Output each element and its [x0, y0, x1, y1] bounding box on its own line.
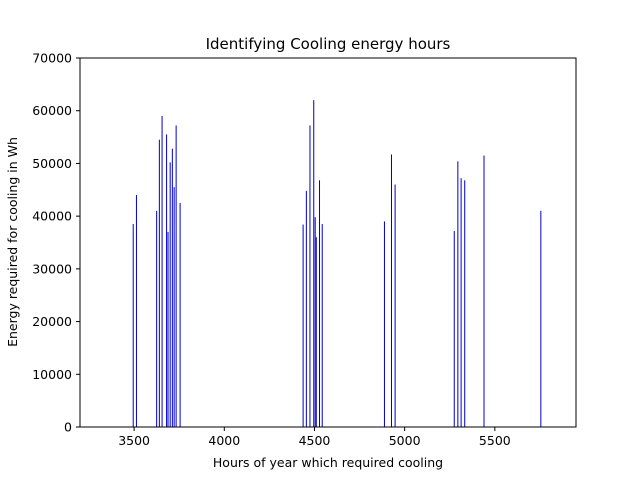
- bar: [161, 115, 163, 428]
- bar: [314, 217, 316, 427]
- bar: [464, 180, 466, 427]
- bar: [315, 237, 317, 427]
- y-axis: 0 10000 20000 30000 40000 50000 60000 70000: [32, 51, 80, 435]
- bar: [540, 210, 542, 427]
- bar: [302, 224, 304, 427]
- bar: [135, 195, 137, 427]
- bars-group: [132, 100, 542, 428]
- y-tick-label: 40000: [32, 209, 72, 224]
- bar: [173, 187, 175, 427]
- x-tick-label: 5500: [479, 433, 511, 448]
- bar: [383, 221, 385, 427]
- bar: [313, 100, 315, 428]
- bar: [169, 162, 171, 427]
- bar: [394, 184, 396, 427]
- bar: [175, 125, 177, 427]
- bar: [167, 231, 169, 427]
- bar: [179, 202, 181, 427]
- y-tick-label: 20000: [32, 314, 72, 329]
- bar: [453, 230, 455, 427]
- y-tick-label: 0: [64, 420, 72, 435]
- bar: [390, 154, 392, 427]
- y-tick-label: 10000: [32, 367, 72, 382]
- y-tick-label: 50000: [32, 156, 72, 171]
- bar: [319, 180, 321, 427]
- x-tick-label: 5000: [389, 433, 421, 448]
- bar: [483, 155, 485, 427]
- bar: [305, 190, 307, 427]
- y-tick-label: 60000: [32, 103, 72, 118]
- y-tick-label: 30000: [32, 261, 72, 276]
- y-tick-label: 70000: [32, 51, 72, 66]
- bar: [166, 134, 168, 427]
- bar: [132, 224, 134, 427]
- bar: [460, 178, 462, 427]
- plot-frame: [79, 57, 577, 428]
- bar: [457, 161, 459, 427]
- bar: [321, 224, 323, 427]
- bar: [156, 210, 158, 427]
- x-tick-label: 4000: [208, 433, 240, 448]
- x-axis: 3500 4000 4500 5000 5500: [118, 427, 511, 448]
- bar: [158, 139, 160, 427]
- x-axis-label: Hours of year which required cooling: [213, 455, 443, 470]
- x-tick-label: 3500: [118, 433, 150, 448]
- chart-title: Identifying Cooling energy hours: [206, 35, 451, 53]
- bar: [171, 148, 173, 428]
- bar: [309, 125, 311, 427]
- x-tick-label: 4500: [299, 433, 331, 448]
- y-axis-label: Energy required for cooling in Wh: [5, 137, 20, 347]
